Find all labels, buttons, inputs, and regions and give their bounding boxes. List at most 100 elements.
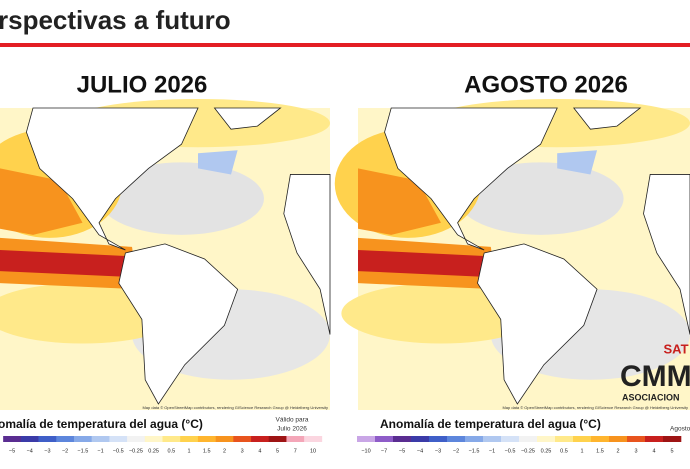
colorbar-segment: [3, 436, 22, 442]
north-america: [384, 107, 558, 251]
colorbar-segment: [357, 436, 376, 442]
colorbar-tick: −5: [9, 448, 15, 454]
colorbar-segment: [215, 436, 234, 442]
colorbar-segment: [268, 436, 287, 442]
colorbar-segment: [109, 436, 128, 442]
colorbar-tick: 1.5: [596, 448, 604, 454]
attribution: Map data © OpenStreetMap contributors, r…: [502, 405, 688, 410]
anomaly-gray: [457, 162, 624, 235]
greenland: [572, 107, 642, 130]
valid-month: Agosto: [670, 426, 690, 433]
colorbar-segment: [447, 436, 466, 442]
colorbar-segment: [375, 436, 394, 442]
anomaly-red: [358, 249, 491, 278]
colorbar-segment: [465, 436, 484, 442]
colorbar-tick: 1: [188, 448, 191, 454]
africa: [283, 174, 331, 335]
colorbar-segment: [20, 436, 39, 442]
colorbar-tick: −3: [44, 448, 50, 454]
colorbar-tick: 0.25: [148, 448, 159, 454]
colorbar-segment: [483, 436, 502, 442]
colorbar-tick: −1: [97, 448, 103, 454]
colorbar-tick: −4: [417, 448, 423, 454]
colorbar-tick: −0.5: [113, 448, 124, 454]
logo-top: SAT: [663, 341, 688, 356]
colorbar-segment: [591, 436, 610, 442]
north-america: [25, 107, 199, 251]
colorbar-segment: [162, 436, 181, 442]
map-panel: AGOSTO 2026 Map data © OpenStreetMap cont…: [334, 71, 690, 454]
colorbar-tick: −0.25: [521, 448, 535, 454]
south-america: [477, 243, 598, 405]
colorbar-segment: [609, 436, 628, 442]
colorbar-tick: 3: [634, 448, 637, 454]
anomaly-light-blue: [557, 150, 598, 175]
colorbar-tick: 5: [276, 448, 279, 454]
attribution: Map data © OpenStreetMap contributors, r…: [142, 405, 328, 410]
legend-title: Anomalía de temperatura del agua (°C): [380, 417, 601, 431]
colorbar-segment: [197, 436, 216, 442]
anomaly-light-blue: [198, 150, 238, 175]
valid-label: Válido para: [276, 417, 309, 424]
map-panel: JULIO 2026 Map data © OpenStreetMap contr…: [0, 71, 331, 454]
colorbar-tick: −7: [381, 448, 387, 454]
colorbar-segment: [180, 436, 199, 442]
colorbar-segment: [555, 436, 574, 442]
colorbar-tick: 7: [294, 448, 297, 454]
colorbar-tick: −2: [62, 448, 68, 454]
south-america: [118, 243, 239, 405]
colorbar-segment: [144, 436, 163, 442]
colorbar-tick: 3: [241, 448, 244, 454]
title-rule: [0, 43, 690, 47]
colorbar-tick: −10: [361, 448, 370, 454]
colorbar-segment: [627, 436, 646, 442]
colorbar-segment: [573, 436, 592, 442]
colorbar-segment: [304, 436, 323, 442]
logo-main: CMM: [620, 360, 690, 393]
anomaly-red: [0, 249, 132, 278]
colorbar-tick: −4: [27, 448, 33, 454]
colorbar-tick: −2: [453, 448, 459, 454]
greenland: [213, 107, 282, 130]
slide-title: rspectivas a futuro: [0, 5, 231, 35]
colorbar-tick: 1.5: [203, 448, 211, 454]
panel-title: JULIO 2026: [77, 71, 208, 98]
colorbar-tick: 2: [616, 448, 619, 454]
colorbar-segment: [286, 436, 305, 442]
colorbar-segment: [251, 436, 270, 442]
panel-title: AGOSTO 2026: [464, 71, 628, 98]
colorbar-tick: 0.5: [168, 448, 176, 454]
colorbar-segment: [429, 436, 448, 442]
colorbar-tick: 4: [258, 448, 261, 454]
colorbar-segment: [73, 436, 92, 442]
colorbar-tick: −1.5: [77, 448, 88, 454]
colorbar-tick: 5: [670, 448, 673, 454]
colorbar-segment: [537, 436, 556, 442]
colorbar-tick: −1: [489, 448, 495, 454]
colorbar-tick: 0.5: [560, 448, 568, 454]
colorbar-tick: −0.25: [129, 448, 143, 454]
colorbar-segment: [501, 436, 520, 442]
colorbar-tick: −3: [435, 448, 441, 454]
colorbar-segment: [519, 436, 538, 442]
colorbar-tick: −1.5: [469, 448, 480, 454]
colorbar-segment: [91, 436, 110, 442]
colorbar-segment: [393, 436, 412, 442]
africa: [643, 174, 690, 335]
colorbar-segment: [233, 436, 252, 442]
colorbar-tick: 0.25: [541, 448, 552, 454]
colorbar-segment: [127, 436, 146, 442]
colorbar-segment: [56, 436, 75, 442]
logo-sub: ASOCIACION: [622, 392, 680, 402]
colorbar-tick: 1: [580, 448, 583, 454]
colorbar-segment: [411, 436, 430, 442]
colorbar-tick: −0.5: [505, 448, 516, 454]
colorbar-segment: [38, 436, 57, 442]
legend-title: omalía de temperatura del agua (°C): [0, 417, 203, 431]
colorbar-tick: 4: [652, 448, 655, 454]
colorbar-tick: 2: [223, 448, 226, 454]
anomaly-gray: [99, 162, 264, 235]
colorbar-segment: [663, 436, 682, 442]
